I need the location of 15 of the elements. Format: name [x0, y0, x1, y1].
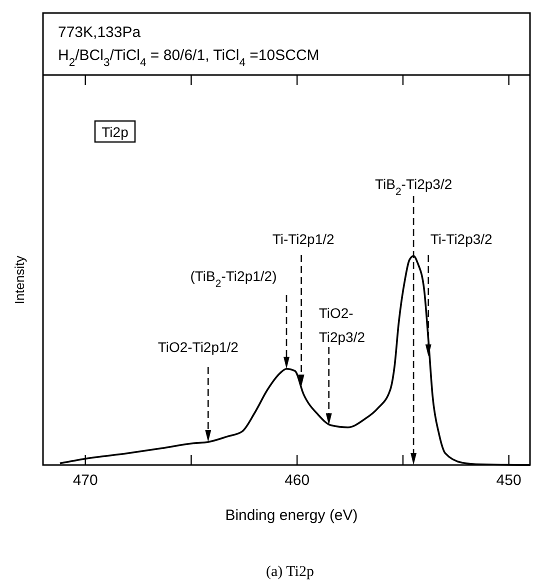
annotation: TiO2-Ti2p3/2: [318, 305, 366, 345]
annotation: (TiB$_{2}$-Ti2p1/2): [190, 268, 277, 290]
x-tick-label: 450: [496, 472, 522, 489]
chart-title: 773K,133Pa: [58, 24, 142, 41]
annotation: TiO2-Ti2p1/2: [158, 339, 239, 355]
text: Ti2p: [102, 124, 129, 140]
annotation: Ti-Ti2p1/2: [272, 231, 335, 247]
ref-line-label: TiB$_{2}$-Ti2p3/2: [374, 176, 452, 198]
annotation: Ti-Ti2p3/2: [430, 231, 493, 247]
x-tick-label: 470: [72, 472, 98, 489]
y-axis-title: Intensity: [12, 255, 27, 304]
x-axis-title: Binding energy (eV): [225, 507, 358, 524]
text: H$_{2}$/BCl$_{3}$/TiCl$_{4}$ = 80/6/1, TiCl$_{4}$ =10SCCM: [58, 47, 320, 69]
x-tick-label: 460: [284, 472, 310, 489]
text: (a) Ti2p: [266, 564, 314, 580]
